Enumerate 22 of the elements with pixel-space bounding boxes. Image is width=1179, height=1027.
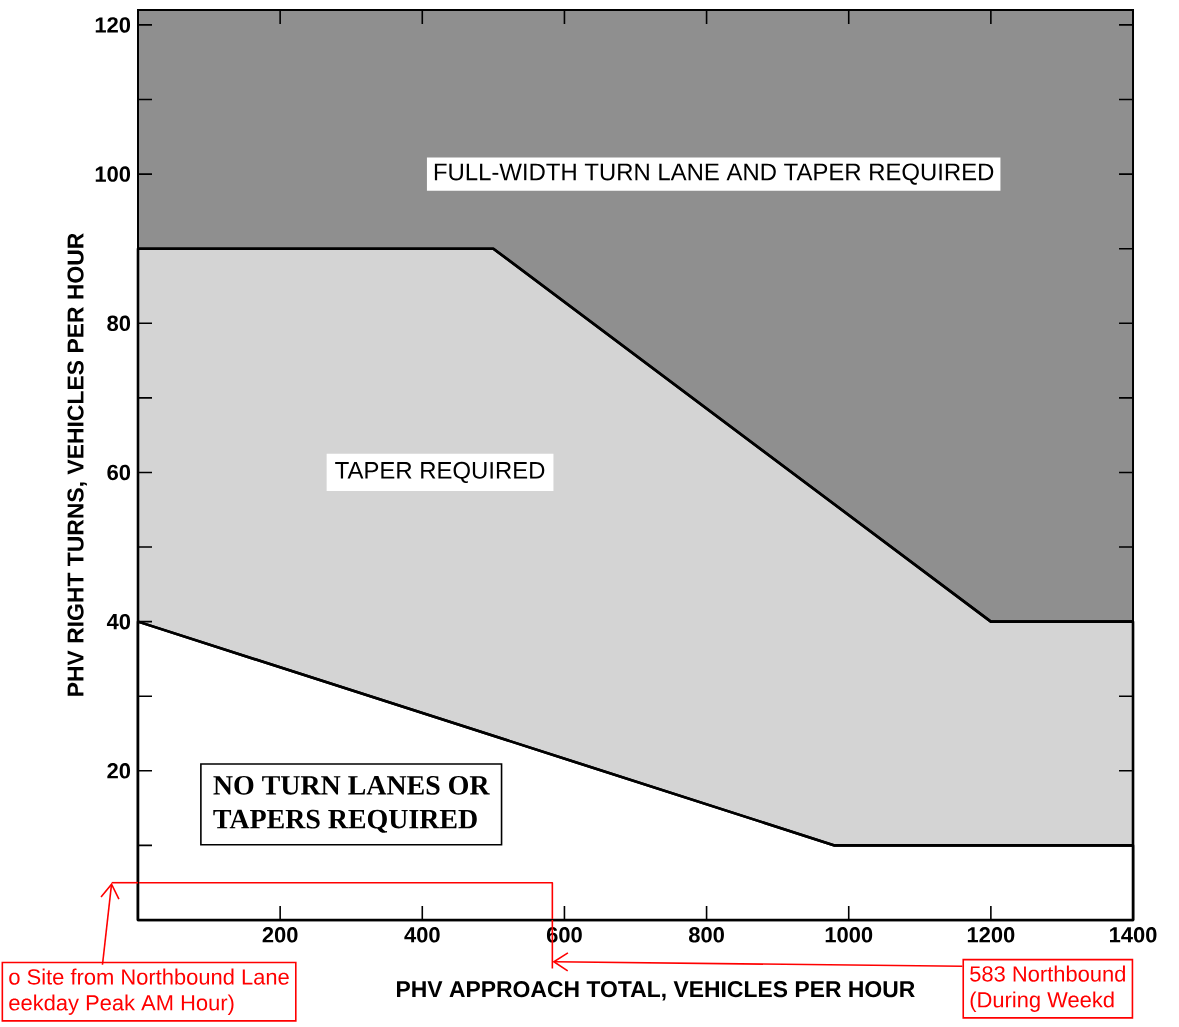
y-tick-label: 100 — [95, 166, 131, 182]
annotation: TAPERS REQUIRED — [213, 809, 477, 833]
x-tick-label: 800 — [688, 927, 724, 943]
text: eekday Peak AM Hour) — [9, 994, 234, 1015]
y-tick-label: 20 — [107, 763, 131, 779]
x-tick-label: 400 — [404, 927, 440, 943]
y-tick-label: 120 — [95, 17, 131, 33]
x-axis-title: PHV APPROACH TOTAL, VEHICLES PER HOUR — [397, 981, 915, 1001]
x-tick-label: 200 — [262, 927, 298, 943]
annotation: FULL-WIDTH TURN LANE AND TAPER REQUIRED — [434, 163, 994, 185]
x-tick-label: 1400 — [1110, 927, 1157, 943]
text: 583 Northbound — [970, 965, 1125, 982]
y-tick-label: 80 — [107, 315, 131, 332]
text: (During Weekd — [970, 991, 1114, 1012]
text: o Site from Northbound Lane — [9, 968, 289, 985]
x-tick-label: 1000 — [825, 927, 873, 943]
annotation: TAPER REQUIRED — [335, 461, 545, 484]
y-tick-label: 60 — [107, 464, 131, 481]
y-axis-title: PHV RIGHT TURNS, VEHICLES PER HOUR — [67, 233, 87, 696]
x-tick-label: 1200 — [967, 927, 1015, 943]
annotation: NO TURN LANES OR — [213, 775, 490, 795]
y-tick-label: 40 — [106, 613, 131, 630]
